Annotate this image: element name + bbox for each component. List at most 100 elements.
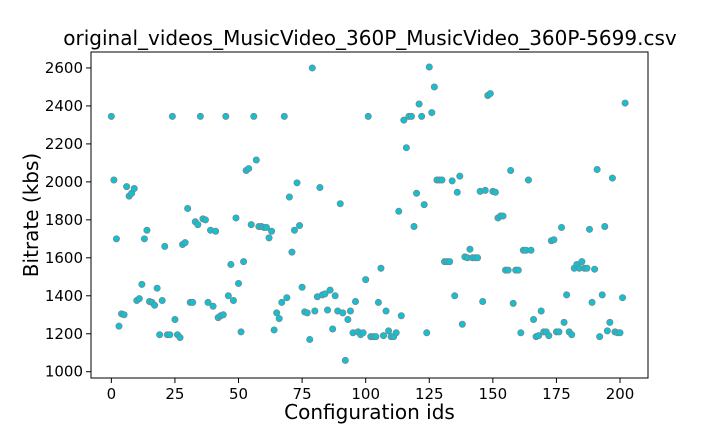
data-point: [596, 333, 604, 341]
data-point: [619, 294, 627, 302]
data-point: [212, 227, 220, 235]
data-point: [189, 298, 197, 306]
data-point: [395, 207, 403, 215]
data-point: [550, 236, 558, 244]
x-tick-label: 150: [479, 385, 508, 403]
data-point: [201, 216, 209, 224]
data-point: [250, 112, 258, 120]
plot-frame: [90, 51, 649, 379]
data-point: [324, 306, 332, 314]
x-tick-label: 125: [415, 385, 444, 403]
data-point: [222, 112, 230, 120]
data-point: [527, 246, 535, 254]
data-point: [591, 265, 599, 273]
chart-title: original_videos_MusicVideo_360P_MusicVid…: [63, 26, 677, 50]
data-point: [115, 322, 123, 330]
data-point: [402, 144, 410, 152]
data-point: [329, 325, 337, 333]
data-point: [196, 112, 204, 120]
data-point: [168, 112, 176, 120]
data-point: [166, 331, 174, 339]
data-point: [374, 298, 382, 306]
data-point: [568, 331, 576, 339]
data-point: [326, 286, 334, 294]
data-point: [481, 186, 489, 194]
data-point: [158, 297, 166, 305]
data-point: [229, 297, 237, 305]
x-tick-label: 0: [107, 385, 117, 403]
y-tick-label: 1600: [45, 249, 83, 267]
data-point: [517, 329, 525, 337]
data-point: [140, 235, 148, 243]
x-axis: 0 25 50 75 100 125 150 175 200: [107, 378, 634, 403]
data-point: [153, 284, 161, 292]
data-point: [232, 214, 240, 222]
data-point: [448, 177, 456, 185]
data-point: [603, 327, 611, 335]
data-point: [621, 99, 629, 107]
data-point: [344, 316, 352, 324]
data-point: [382, 307, 390, 315]
data-point: [135, 295, 143, 303]
y-tick-label: 2000: [45, 173, 83, 191]
x-axis-label: Configuration ids: [284, 400, 455, 424]
data-point: [486, 90, 494, 98]
data-point: [308, 64, 316, 72]
data-point: [171, 316, 179, 324]
data-point: [608, 174, 616, 182]
data-point: [339, 309, 347, 317]
data-point: [237, 328, 245, 336]
data-point: [235, 279, 243, 287]
data-point: [278, 298, 286, 306]
y-tick-label: 2600: [45, 59, 83, 77]
data-point: [377, 264, 385, 272]
data-point: [151, 301, 159, 309]
data-point: [219, 311, 227, 319]
data-point: [560, 318, 568, 326]
data-point: [247, 221, 255, 229]
data-point: [530, 316, 538, 324]
x-tick-label: 175: [542, 385, 571, 403]
data-point: [555, 328, 563, 336]
data-point: [400, 116, 408, 124]
data-point: [138, 280, 146, 288]
data-point: [240, 258, 248, 266]
data-point: [341, 356, 349, 364]
data-point: [204, 298, 212, 306]
data-point: [280, 112, 288, 120]
data-point: [209, 302, 217, 310]
data-point: [616, 329, 624, 337]
data-point: [123, 183, 131, 191]
data-point: [507, 166, 515, 174]
y-tick-label: 2400: [45, 97, 83, 115]
data-point: [606, 318, 614, 326]
data-point: [588, 298, 596, 306]
data-point: [268, 227, 276, 235]
data-point: [418, 112, 426, 120]
data-point: [224, 292, 232, 300]
data-point: [303, 309, 311, 317]
data-point: [112, 235, 120, 243]
data-point: [331, 292, 339, 300]
data-point: [563, 291, 571, 299]
data-point: [379, 332, 387, 340]
data-point: [316, 184, 324, 192]
data-point: [598, 291, 606, 299]
data-point: [362, 276, 370, 284]
data-point: [397, 312, 405, 320]
data-point: [514, 266, 522, 274]
data-point: [456, 172, 464, 180]
data-point: [458, 320, 466, 328]
data-point: [143, 226, 151, 234]
y-tick-label: 1400: [45, 287, 83, 305]
data-point: [392, 329, 400, 337]
data-point: [593, 166, 601, 174]
data-point: [288, 248, 296, 256]
data-point: [545, 332, 553, 340]
y-axis-label: Bitrate (kbs): [19, 153, 43, 277]
data-point: [601, 222, 609, 230]
data-point: [578, 258, 586, 266]
data-point: [413, 189, 421, 197]
data-point: [270, 326, 278, 334]
